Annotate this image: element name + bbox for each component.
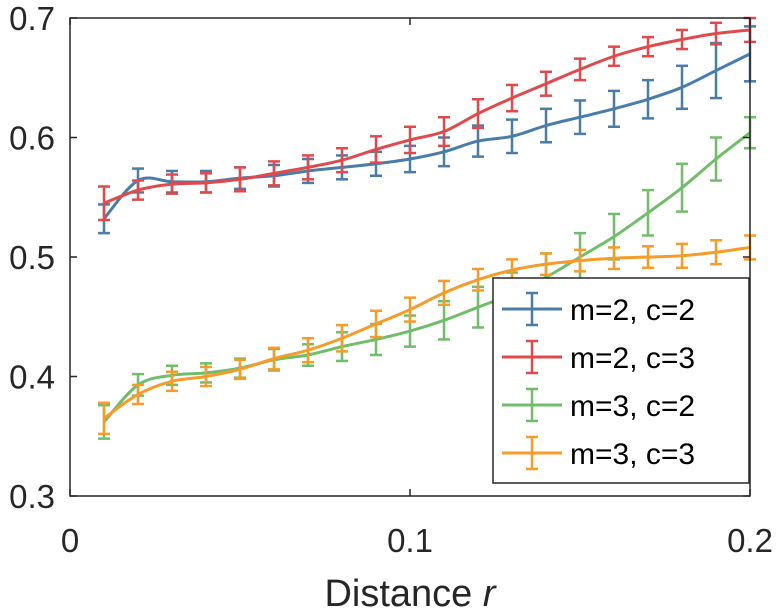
error-bar (132, 179, 144, 201)
error-bar (472, 267, 484, 292)
error-bar (676, 242, 688, 270)
y-tick-label: 0.6 (9, 120, 55, 157)
series-2 (98, 16, 756, 222)
error-bar (608, 45, 620, 68)
series-1 (98, 25, 756, 235)
y-tick-label: 0.7 (9, 0, 55, 37)
y-tick-label: 0.5 (9, 239, 55, 276)
legend-item: m=3, c=3 (502, 435, 695, 471)
x-tick-label: 0.2 (727, 522, 773, 559)
legend-label: m=3, c=3 (570, 438, 695, 471)
legend-label: m=3, c=2 (570, 390, 695, 423)
error-bar (302, 337, 314, 364)
error-bar (676, 28, 688, 51)
error-bar (642, 78, 654, 120)
error-bar (506, 118, 518, 155)
series-4 (98, 234, 756, 436)
y-tick-label: 0.3 (9, 478, 55, 515)
error-bar (574, 99, 586, 136)
error-bar (710, 239, 722, 266)
error-bar (710, 41, 722, 100)
error-bar (336, 323, 348, 353)
error-bar (676, 64, 688, 111)
error-bar (166, 370, 178, 393)
series-4-line (103, 245, 751, 420)
error-bar (166, 173, 178, 195)
error-bar (642, 188, 654, 237)
axis-ticks: 0.3 0.4 0.5 0.6 0.7 0 0.1 0.2 (9, 0, 773, 559)
error-bar (268, 160, 280, 187)
legend-item: m=3, c=2 (502, 387, 695, 423)
error-bar (200, 172, 212, 194)
error-bar (574, 57, 586, 82)
error-bar (234, 166, 246, 193)
error-bar (370, 309, 382, 339)
error-bar (234, 358, 246, 381)
error-bar (540, 70, 552, 97)
error-bar (370, 135, 382, 164)
error-bar (676, 162, 688, 213)
legend: m=2, c=2 m=2, c=3 m=3, c=2 m=3, c=3 (492, 277, 750, 484)
legend-label: m=2, c=2 (570, 294, 695, 327)
series-3-line (102, 131, 751, 423)
legend-item: m=2, c=3 (502, 339, 695, 375)
x-tick-label: 0 (61, 522, 79, 559)
series-2-line (103, 28, 751, 205)
error-bar (438, 115, 450, 148)
error-bar (506, 83, 518, 113)
error-bar (710, 136, 722, 182)
error-bar (472, 98, 484, 130)
error-bar (336, 147, 348, 174)
error-bar (404, 296, 416, 323)
error-bar (132, 383, 144, 406)
error-bar (608, 246, 620, 271)
error-bar (540, 107, 552, 144)
error-bar (98, 185, 110, 222)
error-bar (268, 346, 280, 371)
legend-item: m=2, c=2 (502, 291, 695, 327)
x-axis-label-variable: r (483, 573, 497, 615)
x-axis-label: Distance r (324, 573, 496, 615)
error-bar (98, 401, 110, 436)
error-bar (710, 21, 722, 46)
x-axis-label-text: Distance (324, 573, 472, 615)
error-bar (302, 154, 314, 181)
error-bar (200, 365, 212, 388)
error-bar (438, 279, 450, 307)
legend-box (492, 277, 750, 484)
error-bar (574, 248, 586, 273)
y-tick-label: 0.4 (9, 359, 55, 396)
error-bar (608, 89, 620, 128)
error-bar (404, 125, 416, 155)
legend-label: m=2, c=3 (570, 342, 695, 375)
error-bar (642, 35, 654, 58)
x-tick-label: 0.1 (387, 522, 433, 559)
error-bar (642, 244, 654, 270)
error-bar (540, 252, 552, 277)
